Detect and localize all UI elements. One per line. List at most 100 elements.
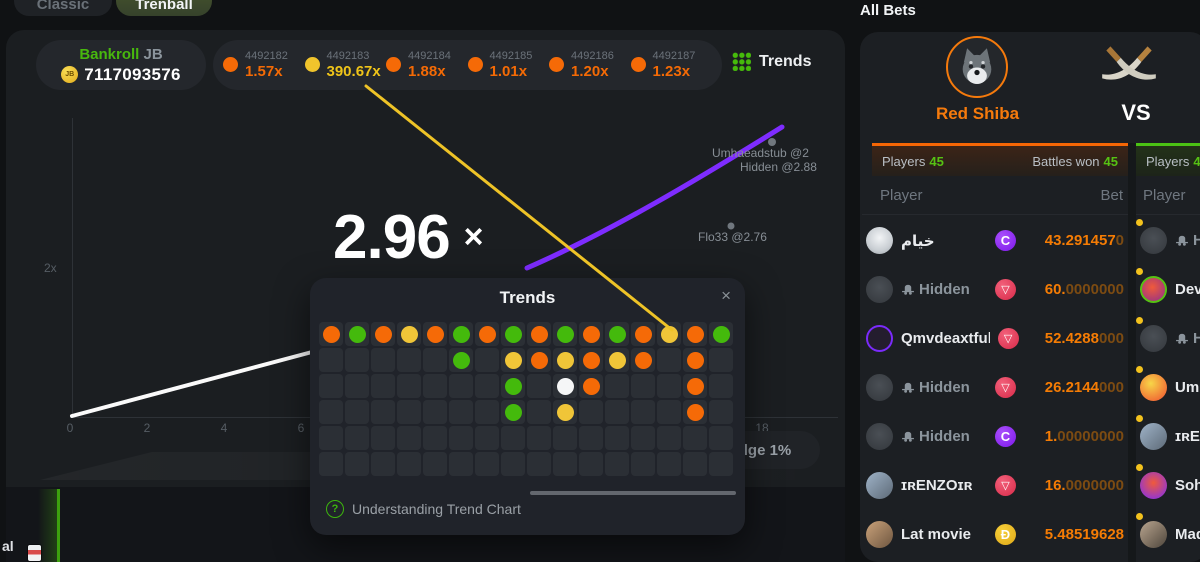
trend-dot-green-icon bbox=[556, 325, 574, 343]
trend-cell bbox=[657, 426, 681, 450]
history-item[interactable]: 4492183 390.67x bbox=[304, 50, 387, 80]
trend-cell bbox=[709, 322, 733, 346]
multiplier-value: 1.20x bbox=[571, 62, 609, 80]
result-dot-icon bbox=[304, 57, 320, 73]
bet-row[interactable]: Hidden C 1.00000000 bbox=[866, 412, 1124, 461]
avatar bbox=[866, 325, 893, 352]
cashout-label: Hidden @2.88 bbox=[740, 160, 817, 174]
bet-row[interactable]: ɪʀENZOɪʀ ▽ 16.0000000 bbox=[866, 461, 1124, 510]
history-item[interactable]: 4492186 1.20x bbox=[549, 50, 631, 80]
progress-glow bbox=[38, 489, 58, 562]
trend-cell bbox=[397, 426, 421, 450]
trend-cell bbox=[553, 400, 577, 424]
grid-scrollbar[interactable] bbox=[530, 491, 736, 495]
trends-button[interactable]: Trends bbox=[732, 52, 811, 71]
jb-coin-icon: JB bbox=[61, 66, 79, 83]
multiplier-value: 1.01x bbox=[489, 62, 528, 80]
tab-trenball[interactable]: Trenball bbox=[116, 0, 212, 16]
close-icon[interactable]: × bbox=[721, 286, 731, 305]
bet-amount: 1.00000000 bbox=[1044, 428, 1124, 445]
trends-popup-title: Trends bbox=[499, 288, 556, 307]
players-count: 4 bbox=[1193, 153, 1200, 169]
bet-row[interactable]: خيام C 43.2914570 bbox=[866, 216, 1124, 265]
trend-dot-orange-icon bbox=[582, 325, 600, 343]
trend-cell bbox=[709, 426, 733, 450]
trend-cell bbox=[527, 426, 551, 450]
trend-cell bbox=[449, 400, 473, 424]
player-name: Soh bbox=[1175, 477, 1200, 494]
trend-cell bbox=[683, 348, 707, 372]
trend-dot-orange-icon bbox=[426, 325, 444, 343]
trend-cell bbox=[397, 348, 421, 372]
x-tick: 2 bbox=[143, 421, 151, 435]
trend-dot-yellow-icon bbox=[504, 351, 522, 369]
players-stat: Players 45 bbox=[882, 154, 944, 169]
trend-cell bbox=[683, 374, 707, 398]
trend-cell bbox=[475, 322, 499, 346]
trend-cell bbox=[423, 348, 447, 372]
trend-cell bbox=[423, 452, 447, 476]
history-item[interactable]: 4492187 1.23x bbox=[630, 50, 713, 80]
trend-cell bbox=[631, 452, 655, 476]
tab-classic-label: Classic bbox=[36, 0, 90, 13]
bet-row[interactable]: Dev bbox=[1132, 265, 1200, 314]
trend-cell bbox=[501, 374, 525, 398]
trend-cell bbox=[657, 322, 681, 346]
player-name: خيام bbox=[901, 232, 935, 250]
trend-cell bbox=[345, 374, 369, 398]
bet-row[interactable]: Lat movie Ð 5.48519628 bbox=[866, 510, 1124, 559]
bet-row[interactable]: H bbox=[1132, 216, 1200, 265]
bet-row[interactable]: Soh bbox=[1132, 461, 1200, 510]
trend-cell bbox=[475, 426, 499, 450]
history-text: 4492182 1.57x bbox=[245, 50, 288, 80]
trend-cell bbox=[501, 426, 525, 450]
trend-dot-green-icon bbox=[504, 377, 522, 395]
bet-column-header: Bet bbox=[1100, 187, 1123, 204]
player-name: Qmvdeaxtful bbox=[901, 330, 990, 347]
bankroll-pill[interactable]: Bankroll JB JB 7117093576 bbox=[36, 40, 206, 90]
history-item[interactable]: 4492182 1.57x bbox=[223, 50, 305, 80]
players-count: 45 bbox=[929, 153, 944, 169]
spy-icon bbox=[1175, 235, 1189, 246]
trend-cell bbox=[397, 452, 421, 476]
history-item[interactable]: 4492185 1.01x bbox=[467, 50, 550, 80]
bankroll-amount: 7117093576 bbox=[84, 64, 181, 84]
red-team-tab[interactable]: Players 45 Battles won 45 bbox=[872, 143, 1128, 176]
game-id: 4492187 bbox=[652, 50, 696, 63]
trend-dot-green-icon bbox=[504, 325, 522, 343]
trend-cell bbox=[605, 322, 629, 346]
trend-cell bbox=[579, 400, 603, 424]
green-team-tab[interactable]: Players 4 bbox=[1136, 143, 1200, 176]
trend-cell bbox=[319, 322, 343, 346]
trend-grid bbox=[319, 322, 733, 476]
trend-cell bbox=[605, 400, 629, 424]
bets-list-red: خيام C 43.2914570 Hidden ▽ 60.0000000 Qmvdeaxt… bbox=[866, 216, 1124, 559]
coin-c-icon: C bbox=[995, 230, 1016, 251]
bet-row[interactable]: Mad bbox=[1132, 510, 1200, 559]
trend-cell bbox=[527, 400, 551, 424]
trend-cell bbox=[553, 374, 577, 398]
bet-row[interactable]: ɪʀEN bbox=[1132, 412, 1200, 461]
trends-button-label: Trends bbox=[759, 52, 812, 70]
player-name: Hidden bbox=[901, 428, 970, 445]
player-name: ɪʀENZOɪʀ bbox=[901, 477, 973, 494]
bet-row[interactable]: Hidden ▽ 60.0000000 bbox=[866, 265, 1124, 314]
trend-cell bbox=[397, 374, 421, 398]
bet-row[interactable]: H bbox=[1132, 314, 1200, 363]
history-text: 4492185 1.01x bbox=[490, 50, 533, 80]
trend-cell bbox=[501, 322, 525, 346]
bet-row[interactable]: Qmvdeaxtful ▽ 52.4288000 bbox=[866, 314, 1124, 363]
trend-dot-yellow-icon bbox=[556, 403, 574, 421]
bet-row[interactable]: Hidden ▽ 26.2144000 bbox=[866, 363, 1124, 412]
history-item[interactable]: 4492184 1.88x bbox=[386, 50, 468, 80]
trend-cell bbox=[579, 322, 603, 346]
coin-doge-icon: Ð bbox=[995, 524, 1016, 545]
avatar bbox=[1140, 276, 1167, 303]
understanding-trend-chart-link[interactable]: ? Understanding Trend Chart bbox=[326, 500, 521, 518]
bet-row[interactable]: Um bbox=[1132, 363, 1200, 412]
bet-amount: 52.4288000 bbox=[1044, 330, 1124, 347]
history-bar: 4492182 1.57x 4492183 390.67x 4492184 1.88x 44… bbox=[213, 40, 722, 90]
tab-classic[interactable]: Classic bbox=[14, 0, 112, 16]
trend-cell bbox=[553, 322, 577, 346]
currency-dot-icon bbox=[1136, 464, 1143, 471]
